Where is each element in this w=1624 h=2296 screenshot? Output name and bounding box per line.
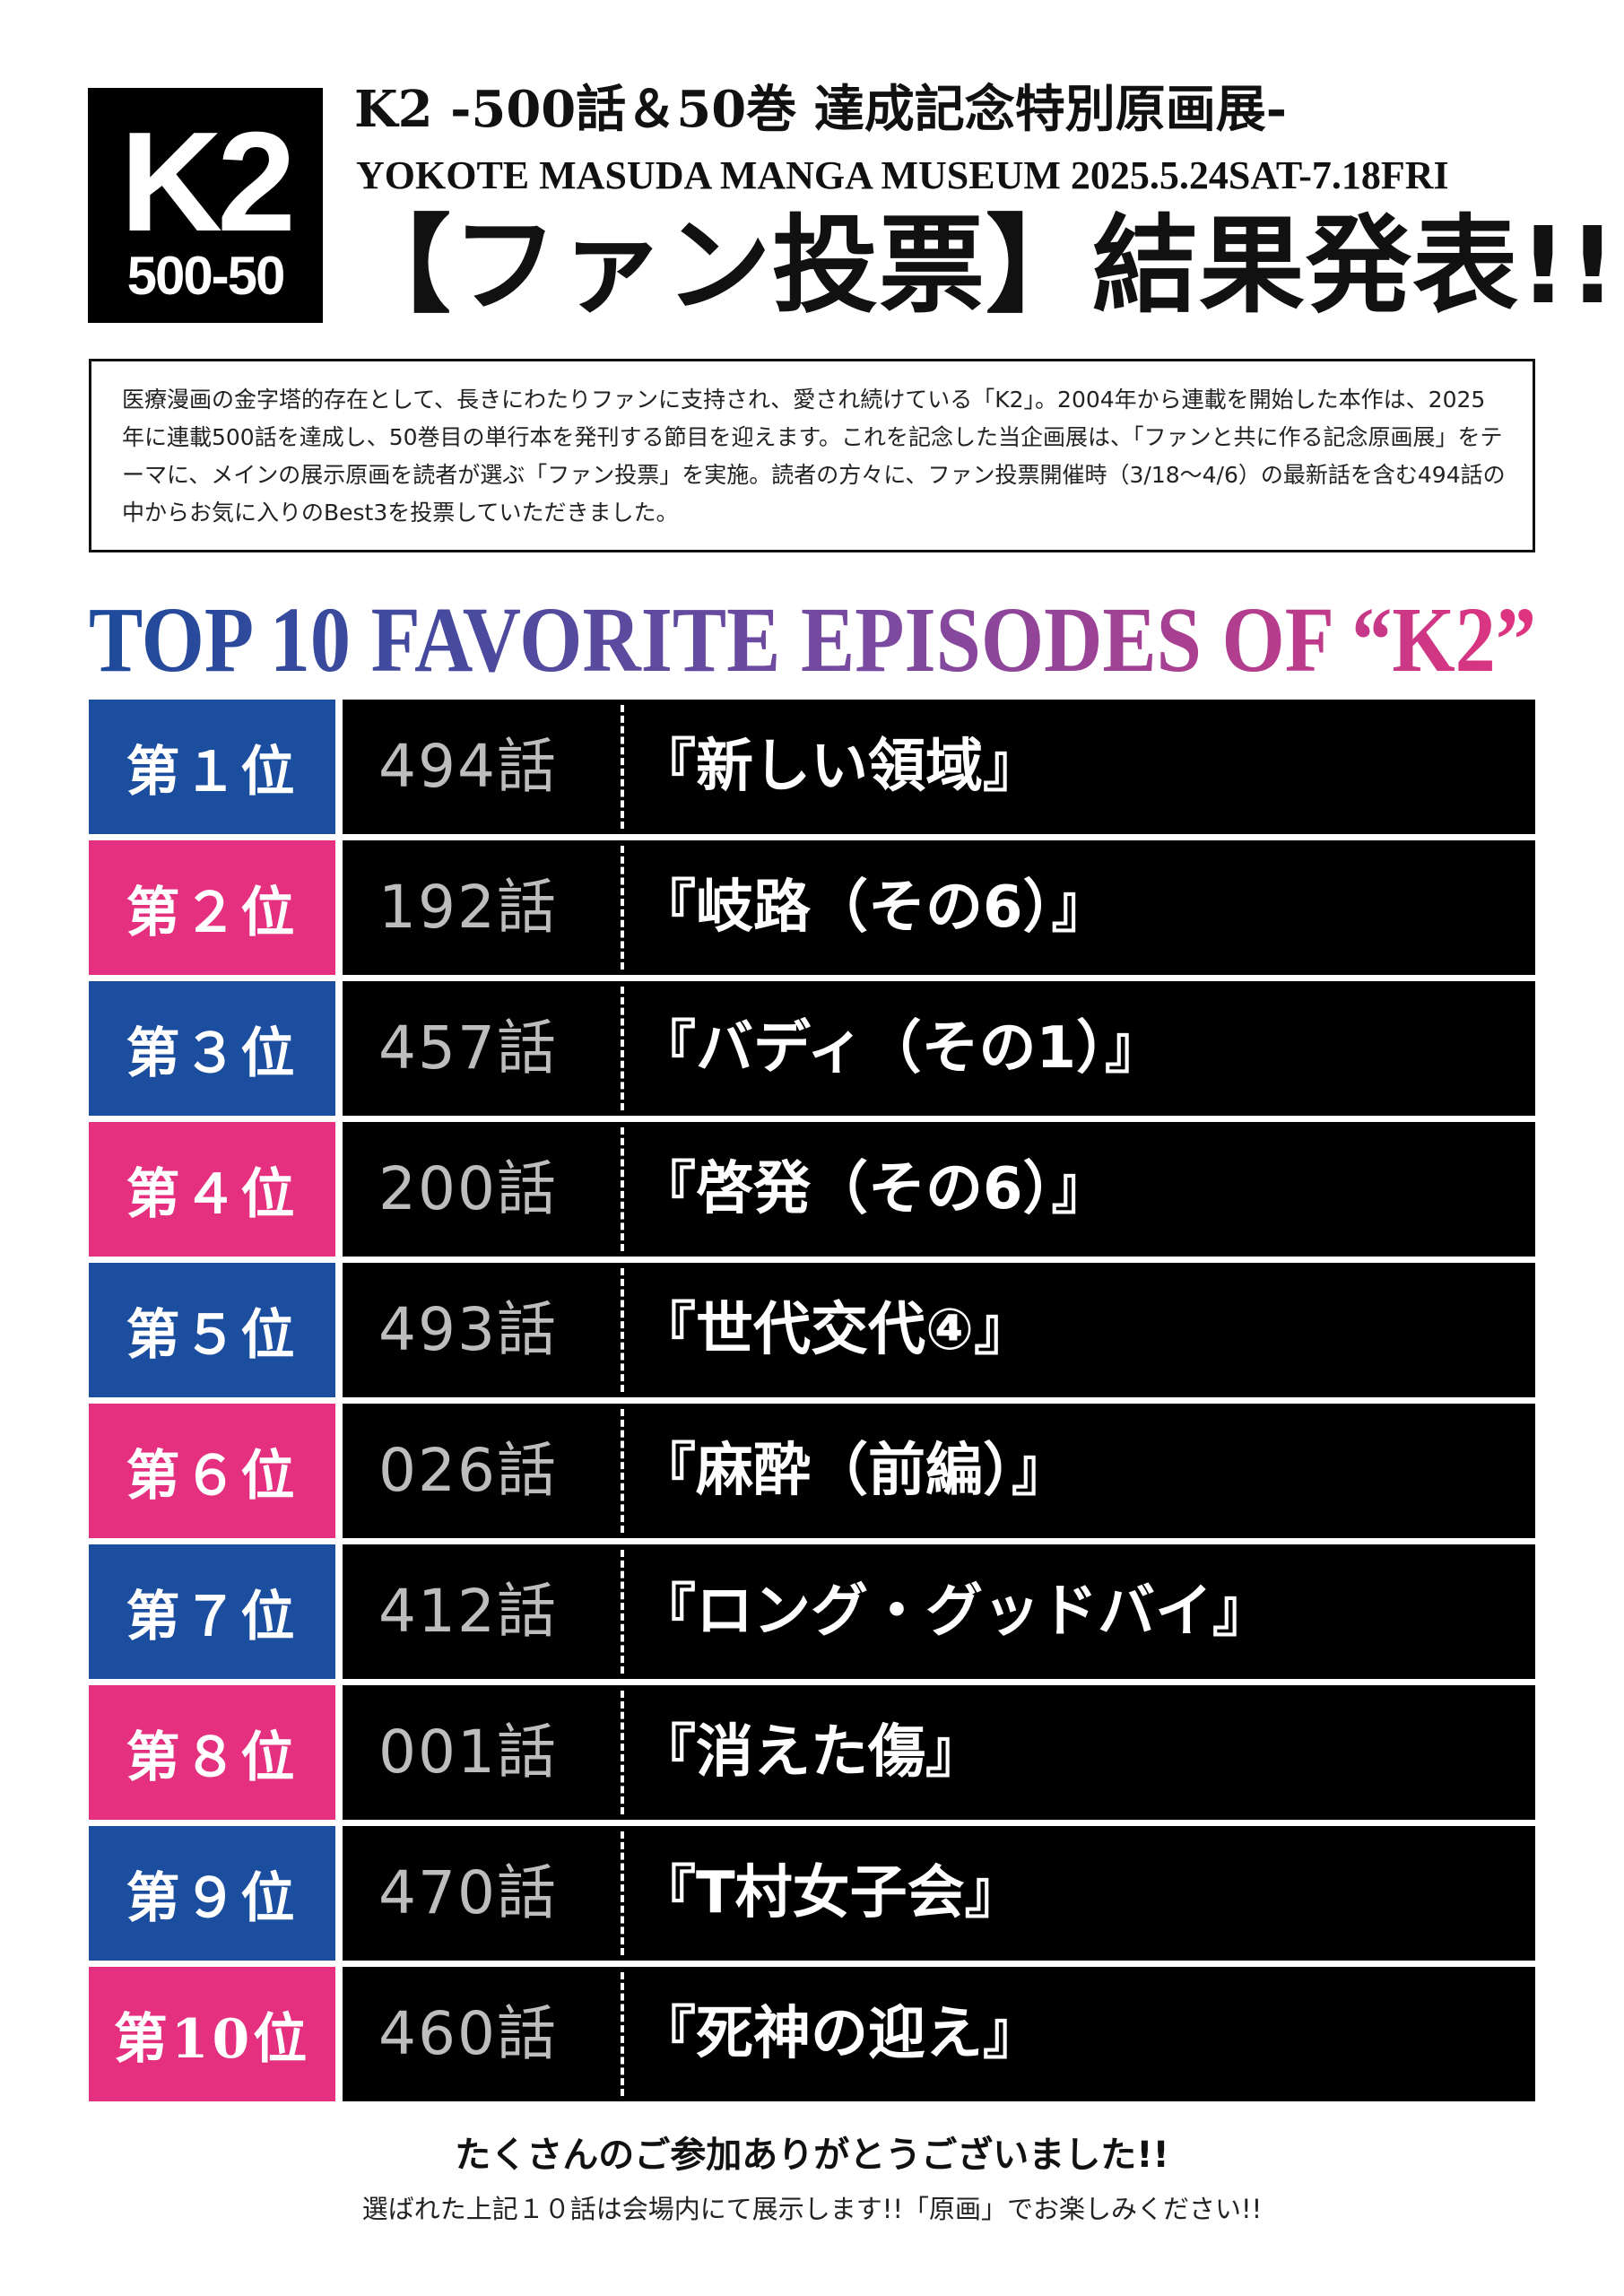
episode-title: 『啓発（その6）』	[638, 1156, 1109, 1222]
episode-cell: 412話 『ロング・グッドバイ』	[343, 1544, 1535, 1679]
ranking-row: 第５位 493話 『世代交代④』	[89, 1263, 1535, 1397]
episode-number: 001話	[378, 1718, 558, 1787]
dashed-divider	[621, 1831, 624, 1955]
episode-number: 470話	[378, 1858, 558, 1927]
ranking-row: 第８位 001話 『消えた傷』	[89, 1685, 1535, 1820]
episode-cell: 457話 『バディ（その1）』	[343, 981, 1535, 1116]
exhibition-venue-dates: YOKOTE MASUDA MANGA MUSEUM 2025.5.24SAT-…	[356, 153, 1449, 197]
intro-box: 医療漫画の金字塔的存在として、長きにわたりファンに支持され、愛され続けている「K…	[89, 359, 1535, 552]
rank-label: 第９位	[89, 1826, 335, 1961]
rank-label: 第８位	[89, 1685, 335, 1820]
ranking-heading: TOP 10 FAVORITE EPISODES OF “K2”	[89, 583, 1541, 691]
dashed-divider	[621, 1691, 624, 1814]
episode-title: 『消えた傷』	[638, 1719, 983, 1786]
rank-label: 第10位	[89, 1967, 335, 2101]
dashed-divider	[621, 987, 624, 1110]
thanks-message: たくさんのご参加ありがとうございました!!	[455, 2135, 1169, 2176]
ranking-row: 第２位 192話 『岐路（その6）』	[89, 840, 1535, 975]
dashed-divider	[621, 1972, 624, 2096]
ranking-row: 第４位 200話 『啓発（その6）』	[89, 1122, 1535, 1257]
exhibition-title: K2 -500話＆50巻 達成記念特別原画展-	[354, 80, 1287, 139]
episode-number: 200話	[378, 1154, 558, 1223]
ranking-row: 第３位 457話 『バディ（その1）』	[89, 981, 1535, 1116]
episode-title: 『死神の迎え』	[638, 2001, 1040, 2067]
ranking-title: TOP 10 FAVORITE EPISODES OF “K2”	[89, 588, 1536, 691]
dashed-divider	[621, 1127, 624, 1251]
dashed-divider	[621, 1550, 624, 1674]
episode-cell: 494話 『新しい領域』	[343, 700, 1535, 834]
rank-label: 第７位	[89, 1544, 335, 1679]
episode-number: 026話	[378, 1436, 558, 1505]
episode-cell: 460話 『死神の迎え』	[343, 1967, 1535, 2101]
ranking-list: 第１位 494話 『新しい領域』第２位 192話 『岐路（その6）』第３位 457話 『バデ…	[89, 700, 1535, 2108]
episode-title: 『岐路（その6）』	[638, 874, 1109, 941]
episode-cell: 493話 『世代交代④』	[343, 1263, 1535, 1397]
episode-title: 『新しい領域』	[638, 734, 1040, 800]
logo-sub-text: 500-50	[126, 246, 286, 306]
ranking-row: 第６位 026話 『麻酔（前編）』	[89, 1404, 1535, 1538]
dashed-divider	[621, 1409, 624, 1533]
rank-label: 第４位	[89, 1122, 335, 1257]
dashed-divider	[621, 705, 624, 829]
episode-title: 『バディ（その1）』	[638, 1015, 1163, 1082]
episode-number: 460話	[378, 1999, 558, 2068]
rank-label: 第３位	[89, 981, 335, 1116]
episode-title: 『T村女子会』	[638, 1860, 1022, 1926]
episode-title: 『麻酔（前編）』	[638, 1438, 1069, 1504]
episode-title: 『世代交代④』	[638, 1297, 1032, 1363]
rank-label: 第２位	[89, 840, 335, 975]
ranking-row: 第１位 494話 『新しい領域』	[89, 700, 1535, 834]
episode-cell: 470話 『T村女子会』	[343, 1826, 1535, 1961]
episode-number: 457話	[378, 1013, 558, 1083]
rank-label: 第５位	[89, 1263, 335, 1397]
episode-cell: 026話 『麻酔（前編）』	[343, 1404, 1535, 1538]
episode-number: 192話	[378, 873, 558, 942]
episode-number: 493話	[378, 1295, 558, 1364]
intro-text: 医療漫画の金字塔的存在として、長きにわたりファンに支持され、愛され続けている「K…	[122, 387, 1506, 526]
episode-title: 『ロング・グッドバイ』	[638, 1578, 1270, 1645]
rank-label: 第６位	[89, 1404, 335, 1538]
page-title: 【ファン投票】結果発表!!	[345, 204, 1618, 327]
episode-number: 412話	[378, 1577, 558, 1646]
logo-main-text: K2	[120, 103, 296, 261]
ranking-row: 第７位 412話 『ロング・グッドバイ』	[89, 1544, 1535, 1679]
episode-number: 494話	[378, 732, 558, 801]
dashed-divider	[621, 846, 624, 970]
episode-cell: 192話 『岐路（その6）』	[343, 840, 1535, 975]
rank-label: 第１位	[89, 700, 335, 834]
episode-cell: 200話 『啓発（その6）』	[343, 1122, 1535, 1257]
ranking-row: 第10位 460話 『死神の迎え』	[89, 1967, 1535, 2101]
ranking-row: 第９位 470話 『T村女子会』	[89, 1826, 1535, 1961]
exhibition-note: 選ばれた上記１０話は会場内にて展示します!!「原画」でお楽しみください!!	[361, 2194, 1263, 2224]
dashed-divider	[621, 1268, 624, 1392]
k2-logo: K2 500-50	[88, 88, 323, 323]
episode-cell: 001話 『消えた傷』	[343, 1685, 1535, 1820]
